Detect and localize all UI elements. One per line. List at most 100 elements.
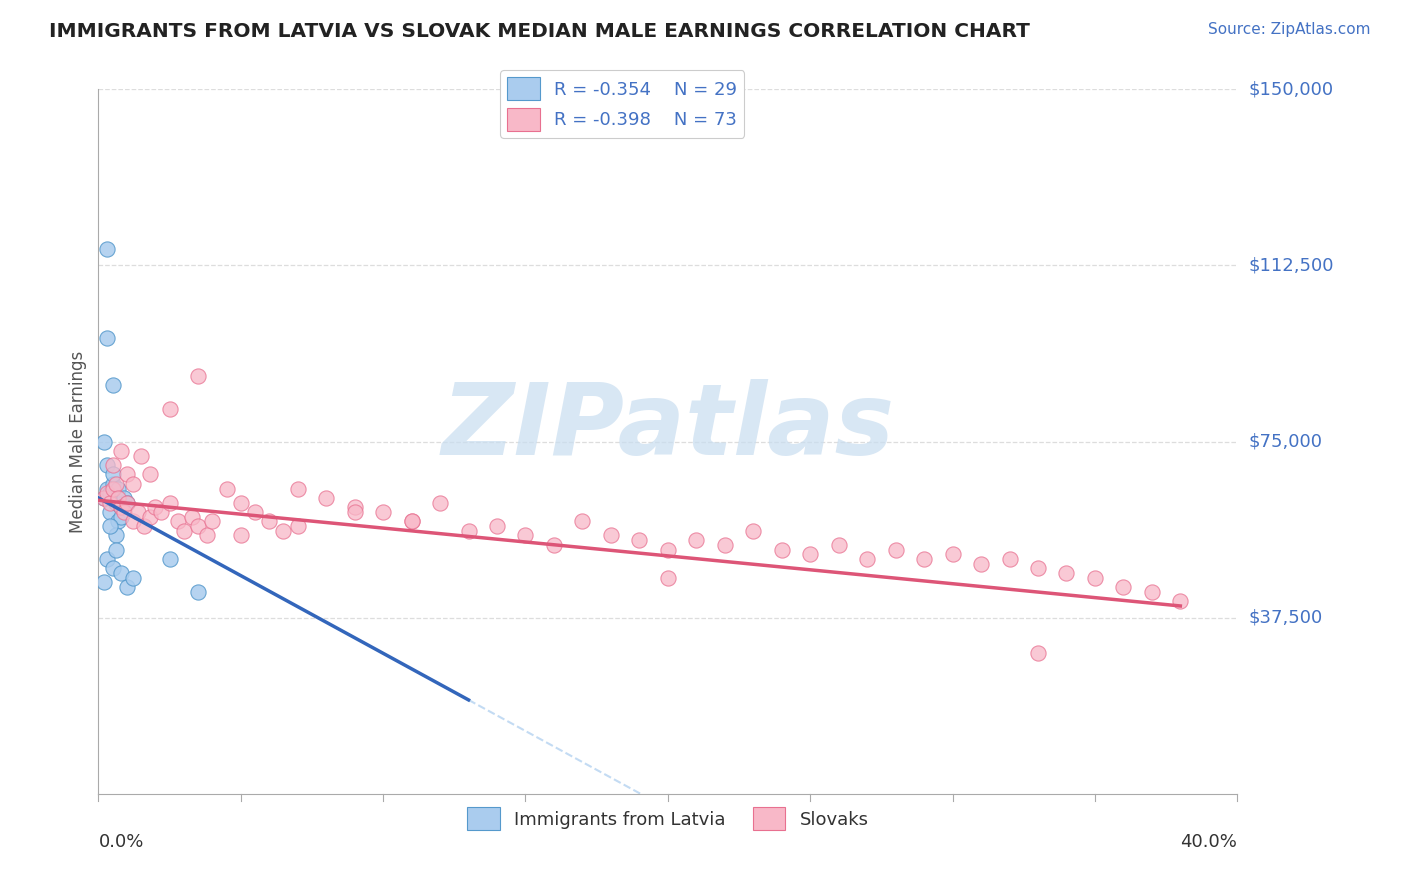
Point — [138, 467, 160, 482]
Point — [93, 491, 115, 505]
Point — [104, 528, 127, 542]
Point — [115, 495, 138, 509]
Point — [96, 486, 118, 500]
Point — [799, 547, 821, 561]
Point — [98, 495, 121, 509]
Text: $150,000: $150,000 — [1249, 80, 1333, 98]
Point — [259, 515, 281, 529]
Text: $112,500: $112,500 — [1249, 256, 1334, 275]
Point — [121, 476, 143, 491]
Point — [104, 495, 127, 509]
Point — [429, 495, 451, 509]
Point — [101, 476, 124, 491]
Point — [187, 519, 209, 533]
Point — [96, 482, 118, 496]
Point — [101, 482, 124, 496]
Point — [159, 401, 181, 416]
Point — [107, 491, 129, 505]
Point — [101, 561, 124, 575]
Point — [107, 482, 129, 496]
Point — [121, 515, 143, 529]
Point — [110, 566, 132, 580]
Point — [1140, 585, 1163, 599]
Point — [167, 515, 190, 529]
Point — [685, 533, 707, 548]
Point — [243, 505, 266, 519]
Point — [1026, 561, 1049, 575]
Point — [115, 495, 138, 509]
Point — [110, 500, 132, 515]
Point — [714, 538, 737, 552]
Point — [181, 509, 204, 524]
Point — [912, 552, 935, 566]
Point — [287, 482, 309, 496]
Point — [96, 552, 118, 566]
Point — [101, 458, 124, 472]
Point — [229, 495, 252, 509]
Point — [93, 434, 115, 449]
Text: $37,500: $37,500 — [1249, 608, 1323, 627]
Point — [457, 524, 479, 538]
Point — [112, 505, 135, 519]
Point — [343, 500, 366, 515]
Point — [101, 467, 124, 482]
Point — [401, 515, 423, 529]
Point — [127, 505, 149, 519]
Point — [828, 538, 851, 552]
Point — [543, 538, 565, 552]
Point — [110, 500, 132, 515]
Point — [315, 491, 337, 505]
Point — [98, 519, 121, 533]
Text: IMMIGRANTS FROM LATVIA VS SLOVAK MEDIAN MALE EARNINGS CORRELATION CHART: IMMIGRANTS FROM LATVIA VS SLOVAK MEDIAN … — [49, 22, 1031, 41]
Point — [628, 533, 651, 548]
Point — [187, 585, 209, 599]
Point — [98, 505, 121, 519]
Text: 0.0%: 0.0% — [98, 832, 143, 851]
Point — [121, 571, 143, 585]
Point — [273, 524, 295, 538]
Point — [201, 515, 224, 529]
Point — [287, 519, 309, 533]
Point — [93, 491, 115, 505]
Text: ZIPatlas: ZIPatlas — [441, 379, 894, 476]
Point — [112, 491, 135, 505]
Point — [970, 557, 993, 571]
Point — [115, 580, 138, 594]
Text: Source: ZipAtlas.com: Source: ZipAtlas.com — [1208, 22, 1371, 37]
Point — [229, 528, 252, 542]
Point — [104, 476, 127, 491]
Point — [884, 542, 907, 557]
Point — [373, 505, 395, 519]
Point — [1112, 580, 1135, 594]
Text: $75,000: $75,000 — [1249, 433, 1323, 450]
Point — [195, 528, 218, 542]
Point — [770, 542, 793, 557]
Point — [159, 495, 181, 509]
Point — [132, 519, 155, 533]
Point — [1170, 594, 1192, 608]
Point — [742, 524, 765, 538]
Point — [856, 552, 879, 566]
Point — [104, 542, 127, 557]
Point — [129, 449, 152, 463]
Point — [150, 505, 173, 519]
Point — [96, 242, 118, 256]
Point — [343, 505, 366, 519]
Text: 40.0%: 40.0% — [1181, 832, 1237, 851]
Point — [600, 528, 623, 542]
Point — [657, 542, 679, 557]
Point — [187, 368, 209, 383]
Point — [1026, 646, 1049, 660]
Point — [138, 509, 160, 524]
Point — [159, 552, 181, 566]
Point — [657, 571, 679, 585]
Point — [110, 509, 132, 524]
Point — [107, 515, 129, 529]
Point — [1056, 566, 1078, 580]
Point — [942, 547, 965, 561]
Point — [115, 467, 138, 482]
Point — [101, 378, 124, 392]
Point — [96, 458, 118, 472]
Point — [1084, 571, 1107, 585]
Y-axis label: Median Male Earnings: Median Male Earnings — [69, 351, 87, 533]
